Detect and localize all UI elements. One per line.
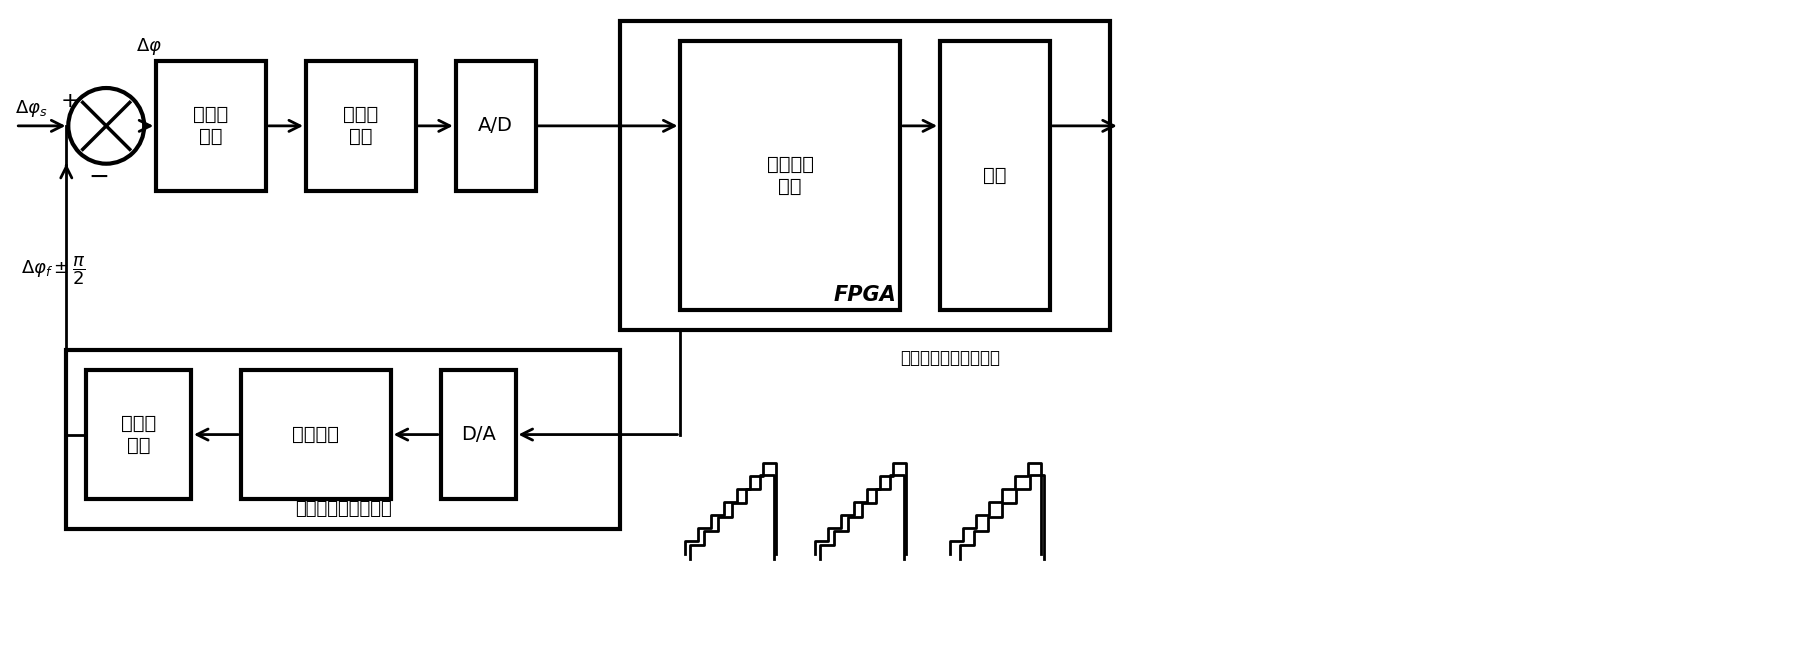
Text: 前置放
大器: 前置放 大器 [344, 105, 378, 146]
Text: 方波调制及阶梯波反馈: 方波调制及阶梯波反馈 [900, 349, 1000, 367]
Text: 驱动电路: 驱动电路 [293, 425, 340, 444]
Bar [940, 41, 1049, 310]
Text: 调制及反馈执行单元: 调制及反馈执行单元 [295, 500, 391, 518]
Bar [680, 41, 900, 310]
Text: $-$: $-$ [87, 164, 109, 188]
Text: D/A: D/A [460, 425, 496, 444]
Bar [85, 370, 191, 499]
Text: 相位调
制器: 相位调 制器 [122, 414, 156, 455]
Bar [65, 350, 620, 529]
Text: FPGA: FPGA [834, 285, 896, 305]
Bar [305, 61, 416, 190]
Text: $\Delta\varphi_f \pm \dfrac{\pi}{2}$: $\Delta\varphi_f \pm \dfrac{\pi}{2}$ [22, 254, 85, 287]
Circle shape [69, 88, 144, 164]
Text: $\Delta\varphi_s$: $\Delta\varphi_s$ [15, 98, 47, 120]
Text: A/D: A/D [478, 116, 513, 136]
Text: 输出: 输出 [984, 166, 1007, 185]
Text: 信号处理
单元: 信号处理 单元 [767, 155, 814, 196]
Text: 光电探
测器: 光电探 测器 [193, 105, 229, 146]
Text: $\Delta\varphi$: $\Delta\varphi$ [136, 36, 162, 57]
Bar [156, 61, 265, 190]
Bar [242, 370, 391, 499]
Text: $+$: $+$ [60, 91, 78, 111]
Bar [620, 21, 1109, 330]
Bar [440, 370, 516, 499]
Bar [456, 61, 536, 190]
